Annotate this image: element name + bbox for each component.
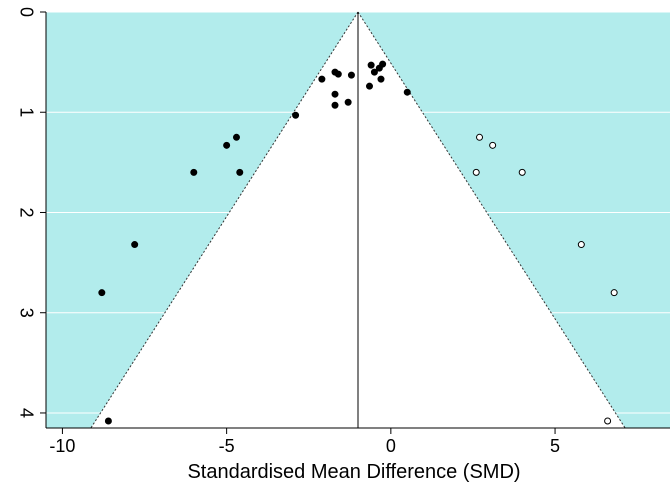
observed-point-16 <box>370 68 378 76</box>
x-axis-title: Standardised Mean Difference (SMD) <box>187 461 520 483</box>
imputed-point-1 <box>489 141 497 149</box>
observed-point-7 <box>292 111 300 119</box>
y-tick-label-0: 0 <box>16 7 36 17</box>
y-axis: 0 1 2 3 4 <box>16 7 47 428</box>
imputed-point-0 <box>476 133 484 141</box>
observed-point-10 <box>331 68 339 76</box>
observed-point-8 <box>318 75 326 83</box>
observed-point-5 <box>223 141 231 149</box>
observed-point-18 <box>379 60 387 68</box>
observed-point-13 <box>331 101 339 109</box>
imputed-point-4 <box>577 241 585 249</box>
observed-point-11 <box>347 71 355 79</box>
y-tick-label-3: 3 <box>16 308 36 318</box>
y-tick-label-4: 4 <box>16 408 36 418</box>
imputed-point-6 <box>604 417 612 425</box>
imputed-point-5 <box>610 289 618 297</box>
observed-point-12 <box>331 90 339 98</box>
observed-point-0 <box>104 417 112 425</box>
y-tick-label-1: 1 <box>16 107 36 117</box>
data-points <box>98 60 618 425</box>
imputed-point-3 <box>518 168 526 176</box>
observed-point-20 <box>365 82 373 90</box>
x-tick-label-0: -10 <box>49 436 75 456</box>
observed-point-4 <box>236 168 244 176</box>
x-tick-label-1: -5 <box>219 436 235 456</box>
observed-point-19 <box>377 75 385 83</box>
observed-point-2 <box>131 241 139 249</box>
observed-point-1 <box>98 289 106 297</box>
observed-point-6 <box>232 133 240 141</box>
observed-point-3 <box>190 168 198 176</box>
x-tick-label-3: 5 <box>550 436 560 456</box>
observed-point-15 <box>367 61 375 69</box>
imputed-point-2 <box>472 168 480 176</box>
observed-point-14 <box>344 98 352 106</box>
y-tick-label-2: 2 <box>16 207 36 217</box>
x-axis: -10 -5 0 5 <box>46 427 670 456</box>
observed-point-21 <box>403 88 411 96</box>
x-tick-label-2: 0 <box>386 436 396 456</box>
